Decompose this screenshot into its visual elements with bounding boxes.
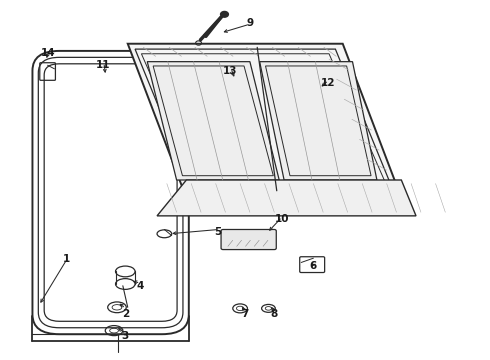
- Text: 11: 11: [96, 60, 111, 70]
- Text: 3: 3: [122, 331, 129, 341]
- Text: 4: 4: [136, 281, 144, 291]
- Polygon shape: [260, 62, 377, 180]
- Polygon shape: [147, 62, 279, 180]
- Polygon shape: [128, 44, 401, 198]
- FancyBboxPatch shape: [221, 229, 276, 249]
- Text: 6: 6: [310, 261, 317, 271]
- Text: 2: 2: [122, 310, 129, 319]
- Text: 12: 12: [321, 78, 335, 88]
- Text: 1: 1: [63, 254, 70, 264]
- Text: 8: 8: [270, 310, 278, 319]
- Circle shape: [220, 12, 228, 17]
- Polygon shape: [157, 180, 416, 216]
- Text: 5: 5: [215, 227, 222, 237]
- Text: 13: 13: [223, 66, 238, 76]
- Text: 9: 9: [246, 18, 253, 28]
- Text: 14: 14: [41, 48, 56, 58]
- Text: 7: 7: [241, 310, 249, 319]
- Text: 10: 10: [274, 215, 289, 224]
